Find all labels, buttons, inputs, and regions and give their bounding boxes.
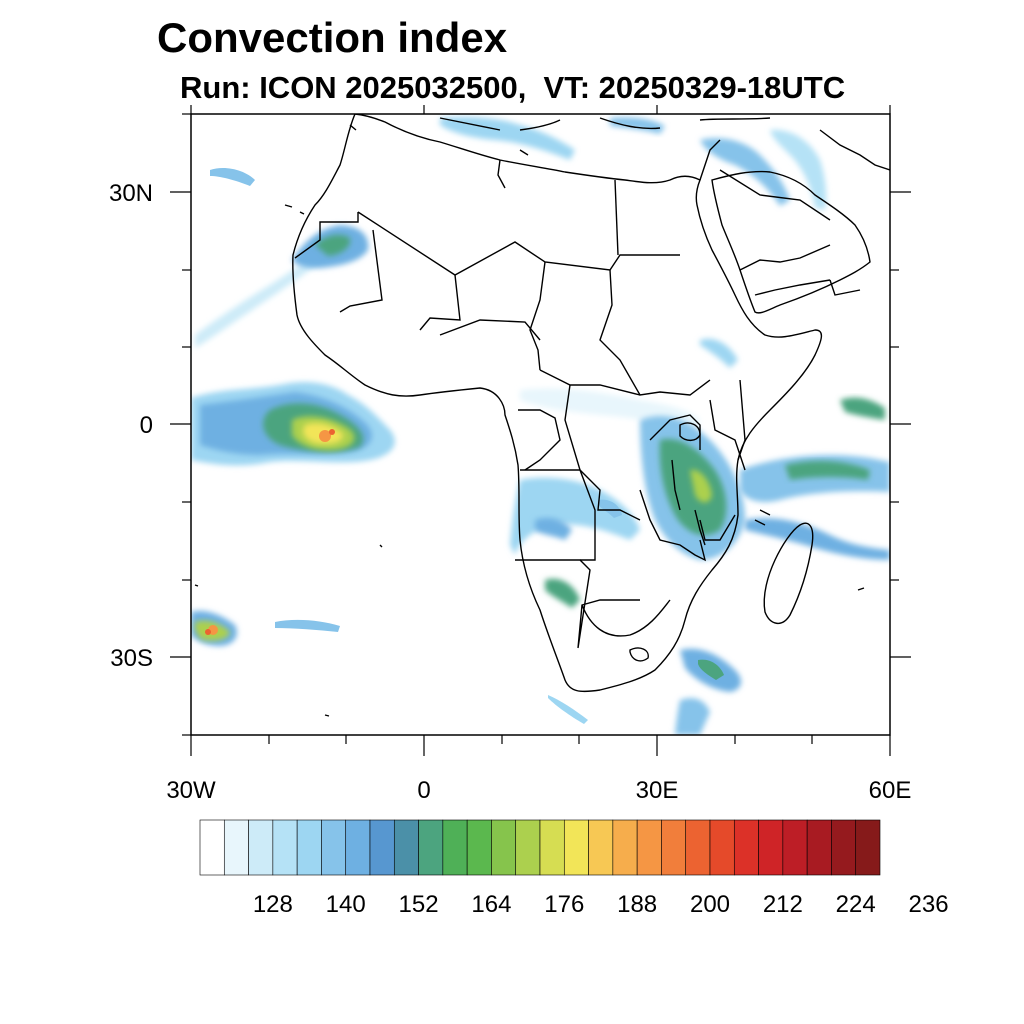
y-tick-label: 30N [109, 180, 153, 207]
colorbar-swatch [345, 819, 371, 876]
x-tick-label: 0 [417, 777, 430, 804]
colorbar-swatch [855, 819, 881, 876]
colorbar-label: 188 [617, 891, 657, 918]
colorbar-swatch [515, 819, 541, 876]
colorbar-swatch [612, 819, 638, 876]
colorbar-swatch [588, 819, 614, 876]
map-subtitle: Run: ICON 2025032500, VT: 20250329-18UTC [180, 70, 846, 105]
y-tick-label: 30S [110, 645, 153, 672]
colorbar-label: 152 [399, 891, 439, 918]
x-axis-labels: 30W 0 30E 60E [166, 777, 911, 804]
coastlines [194, 114, 890, 717]
colorbar-swatch [466, 819, 492, 876]
colorbar-swatch [248, 819, 274, 876]
colorbar-swatch [758, 819, 784, 876]
colorbar-swatch [321, 819, 347, 876]
colorbar-swatch [709, 819, 735, 876]
colorbar-label: 200 [690, 891, 730, 918]
colorbar-label: 164 [471, 891, 511, 918]
axis-ticks [170, 105, 911, 756]
colorbar-swatch [636, 819, 662, 876]
colorbar-swatch [539, 819, 565, 876]
colorbar [199, 819, 881, 876]
colorbar-swatch [782, 819, 808, 876]
colorbar-swatch [418, 819, 444, 876]
colorbar-swatch [806, 819, 832, 876]
colorbar-swatch [563, 819, 589, 876]
colorbar-label: 236 [909, 891, 949, 918]
y-tick-label: 0 [140, 412, 153, 439]
colorbar-swatch [831, 819, 857, 876]
colorbar-swatch [223, 819, 249, 876]
colorbar-label: 140 [326, 891, 366, 918]
x-tick-label: 30W [166, 777, 216, 804]
convection-field [191, 116, 890, 735]
colorbar-label: 128 [253, 891, 293, 918]
x-tick-label: 60E [869, 777, 912, 804]
colorbar-swatch [661, 819, 687, 876]
colorbar-label: 224 [836, 891, 876, 918]
colorbar-swatch [296, 819, 322, 876]
colorbar-swatch [272, 819, 298, 876]
colorbar-label: 212 [763, 891, 803, 918]
colorbar-swatch [199, 819, 225, 876]
colorbar-swatch [369, 819, 395, 876]
colorbar-swatch [733, 819, 759, 876]
colorbar-swatch [393, 819, 419, 876]
colorbar-labels: 128 140 152 164 176 188 200 212 224 236 [253, 891, 949, 918]
colorbar-swatch [491, 819, 517, 876]
map-title: Convection index [157, 14, 508, 61]
colorbar-swatch [685, 819, 711, 876]
colorbar-swatch [442, 819, 468, 876]
colorbar-label: 176 [544, 891, 584, 918]
y-axis-labels: 30N 0 30S [109, 180, 153, 672]
x-tick-label: 30E [636, 777, 679, 804]
